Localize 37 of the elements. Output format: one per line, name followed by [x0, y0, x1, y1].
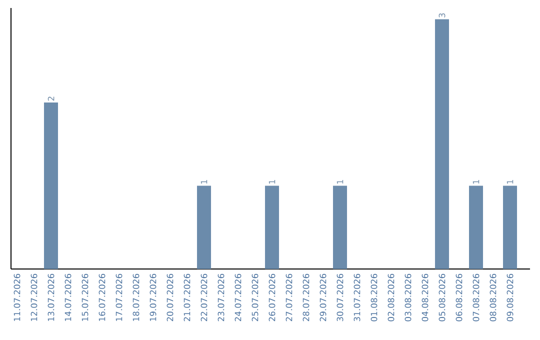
x-tick-label: 02.08.2026	[388, 274, 394, 322]
x-tick-label: 20.07.2026	[166, 274, 174, 322]
x-tick-label: 29.07.2026	[320, 274, 326, 322]
x-tick-label: 17.07.2026	[116, 274, 122, 321]
data-label: 1	[472, 180, 480, 184]
x-tick-label: 22.07.2026	[200, 274, 208, 322]
x-tick-label: 13.07.2026	[48, 274, 54, 321]
x-tick-label: 04.08.2026	[422, 274, 428, 322]
x-tick-label: 30.07.2026	[336, 274, 344, 322]
x-tick-label: 26.07.2026	[268, 274, 276, 322]
x-tick-label: 24.07.2026	[234, 274, 242, 322]
x-tick-label: 27.07.2026	[286, 274, 292, 322]
x-tick-label: 01.08.2026	[370, 274, 378, 322]
x-tick-label: 18.07.2026	[132, 274, 140, 321]
data-label: 1	[268, 180, 276, 184]
x-tick-label: 23.07.2026	[218, 274, 224, 322]
x-tick-label: 05.08.2026	[438, 274, 446, 322]
data-label: 1	[336, 180, 344, 184]
x-tick-label: 31.07.2026	[354, 274, 360, 322]
x-tick-label: 08.08.2026	[490, 274, 496, 322]
x-tick-label: 28.07.2026	[302, 274, 310, 322]
data-label: 1	[506, 180, 514, 184]
x-tick-label: 16.07.2026	[98, 274, 106, 321]
data-label: 3	[438, 13, 446, 18]
data-label: 1	[200, 180, 208, 184]
x-tick-label: 12.07.2026	[30, 274, 38, 321]
x-tick-label: 06.08.2026	[456, 274, 462, 322]
x-tick-label: 25.07.2026	[252, 274, 258, 322]
x-tick-label: 15.07.2026	[82, 274, 88, 321]
x-tick-label: 09.08.2026	[506, 274, 514, 322]
data-label: 2	[48, 96, 54, 101]
x-tick-label: 07.08.2026	[472, 274, 480, 322]
x-tick-label: 21.07.2026	[184, 274, 190, 322]
x-tick-label: 11.07.2026	[14, 274, 20, 321]
x-tick-label: 19.07.2026	[150, 274, 156, 321]
x-tick-label: 14.07.2026	[64, 274, 72, 321]
x-tick-label: 03.08.2026	[404, 274, 412, 322]
